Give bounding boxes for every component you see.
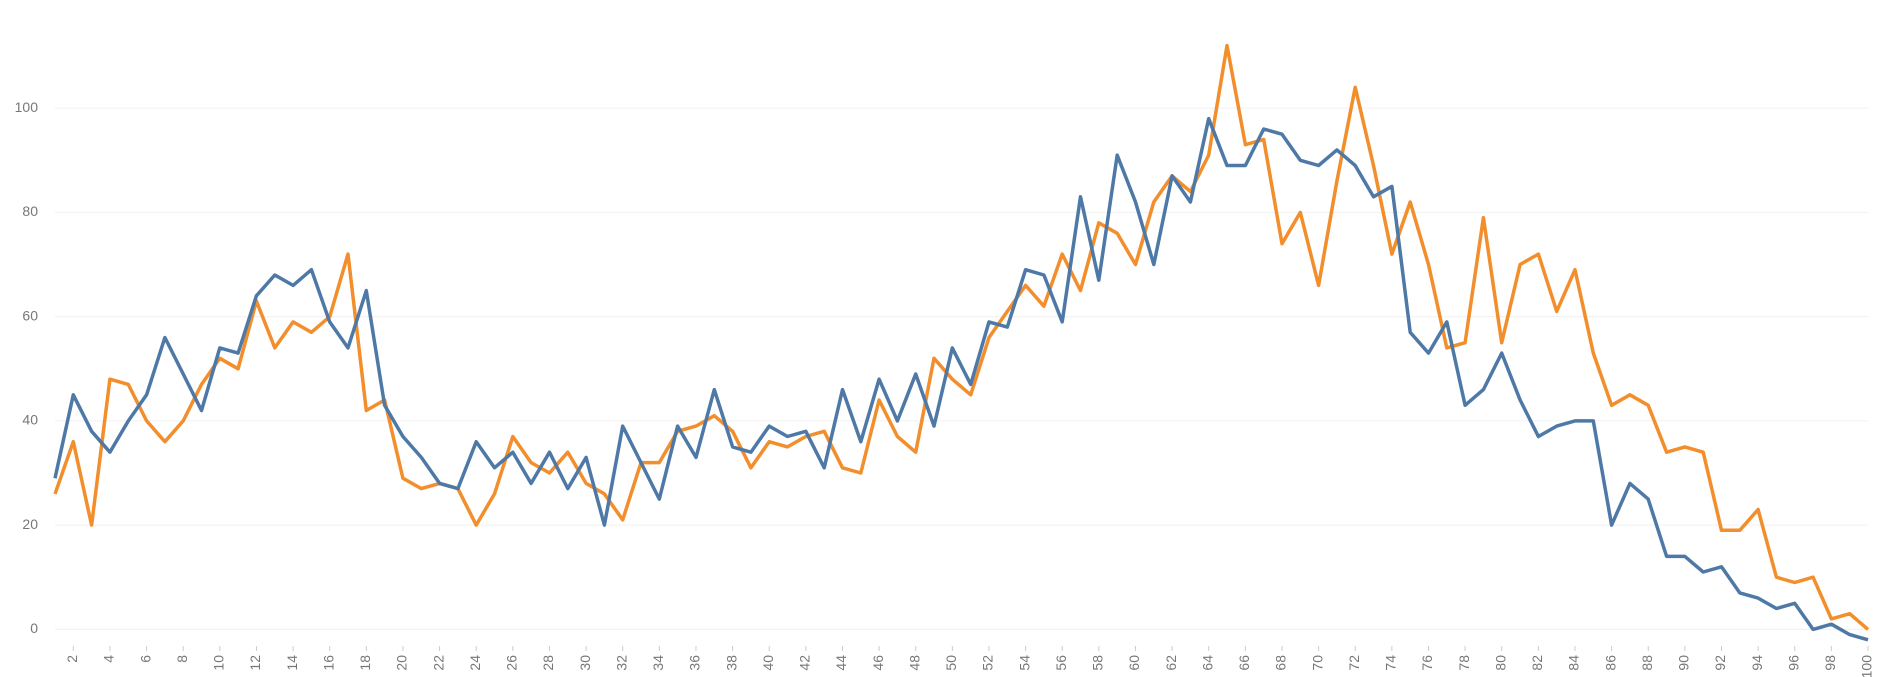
y-tick-label: 40: [22, 412, 38, 428]
x-tick-label: 2: [64, 655, 80, 663]
x-tick-label: 20: [394, 655, 410, 671]
x-tick-label: 60: [1126, 655, 1142, 671]
x-tick-label: 6: [137, 655, 153, 663]
x-tick-label: 30: [577, 655, 593, 671]
x-tick-label: 38: [723, 655, 739, 671]
x-tick-label: 96: [1785, 655, 1801, 671]
y-tick-label: 60: [22, 307, 38, 323]
x-tick-label: 62: [1163, 655, 1179, 671]
x-tick-label: 94: [1749, 655, 1765, 671]
x-tick-label: 76: [1419, 655, 1435, 671]
x-tick-label: 80: [1492, 655, 1508, 671]
x-tick-label: 82: [1529, 655, 1545, 671]
x-tick-label: 100: [1859, 655, 1875, 677]
x-tick-label: 90: [1676, 655, 1692, 671]
y-tick-label: 0: [30, 620, 38, 636]
x-tick-label: 10: [211, 655, 227, 671]
x-tick-label: 58: [1090, 655, 1106, 671]
y-tick-label: 20: [22, 516, 38, 532]
x-tick-label: 56: [1053, 655, 1069, 671]
x-tick-label: 16: [320, 655, 336, 671]
x-tick-label: 86: [1602, 655, 1618, 671]
x-tick-label: 40: [760, 655, 776, 671]
x-tick-label: 84: [1566, 655, 1582, 671]
x-tick-label: 52: [980, 655, 996, 671]
x-tick-label: 24: [467, 655, 483, 671]
x-tick-label: 54: [1016, 655, 1032, 671]
line-series: [53, 116, 1869, 642]
x-tick-label: 36: [687, 655, 703, 671]
x-tick-label: 48: [906, 655, 922, 671]
x-tick-label: 8: [174, 655, 190, 663]
x-tick-label: 44: [833, 655, 849, 671]
x-tick-label: 66: [1236, 655, 1252, 671]
x-tick-label: 50: [943, 655, 959, 671]
x-tick-label: 22: [430, 655, 446, 671]
x-tick-label: 78: [1456, 655, 1472, 671]
x-tick-label: 14: [284, 655, 300, 671]
x-tick-label: 32: [613, 655, 629, 671]
x-tick-label: 92: [1712, 655, 1728, 671]
x-tick-label: 42: [797, 655, 813, 671]
x-tick-label: 74: [1383, 655, 1399, 671]
x-tick-label: 98: [1822, 655, 1838, 671]
x-tick-label: 72: [1346, 655, 1362, 671]
line-series: [53, 43, 1870, 631]
x-tick-label: 26: [504, 655, 520, 671]
x-tick-label: 46: [870, 655, 886, 671]
y-tick-label: 100: [15, 99, 39, 115]
x-tick-label: 12: [247, 655, 263, 671]
x-tick-label: 18: [357, 655, 373, 671]
x-tick-label: 28: [540, 655, 556, 671]
x-tick-label: 34: [650, 655, 666, 671]
x-tick-label: 70: [1309, 655, 1325, 671]
x-tick-label: 88: [1639, 655, 1655, 671]
x-tick-label: 68: [1273, 655, 1289, 671]
x-tick-label: 64: [1199, 655, 1215, 671]
x-tick-label: 4: [101, 655, 117, 663]
y-tick-label: 80: [22, 203, 38, 219]
